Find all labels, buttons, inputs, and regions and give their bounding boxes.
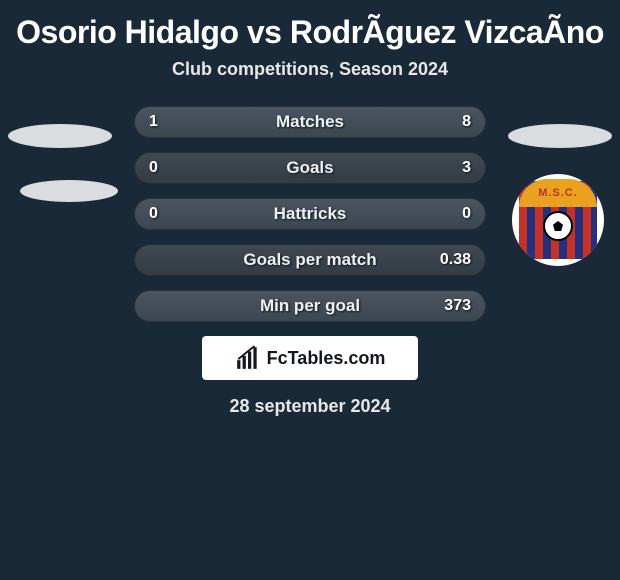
date-label: 28 september 2024 [0,396,620,417]
stat-row-matches: 1 Matches 8 [134,106,486,138]
stat-row-min-per-goal: Min per goal 373 [134,290,486,322]
soccer-ball-icon [543,211,573,241]
stat-row-hattricks: 0 Hattricks 0 [134,198,486,230]
brand-text: FcTables.com [267,348,386,369]
club-logo-shield: M.S.C. [519,181,597,259]
stat-label: Min per goal [135,296,485,316]
brand-badge: FcTables.com [202,336,418,380]
club-logo-right: M.S.C. [512,174,604,266]
stat-label: Goals [135,158,485,178]
player-right-avatar [508,124,612,148]
player-left-avatar [8,124,112,148]
player-left-shadow [20,180,118,202]
bar-chart-icon [235,345,261,371]
stats-table: 1 Matches 8 0 Goals 3 0 Hattricks 0 Goal… [134,106,486,322]
stat-label: Goals per match [135,250,485,270]
stat-label: Hattricks [135,204,485,224]
subtitle: Club competitions, Season 2024 [0,59,620,80]
stat-label: Matches [135,112,485,132]
club-logo-text: M.S.C. [519,179,597,207]
page-title: Osorio Hidalgo vs RodrÃ­guez VizcaÃ­no [0,0,620,59]
stat-row-goals-per-match: Goals per match 0.38 [134,244,486,276]
stat-row-goals: 0 Goals 3 [134,152,486,184]
